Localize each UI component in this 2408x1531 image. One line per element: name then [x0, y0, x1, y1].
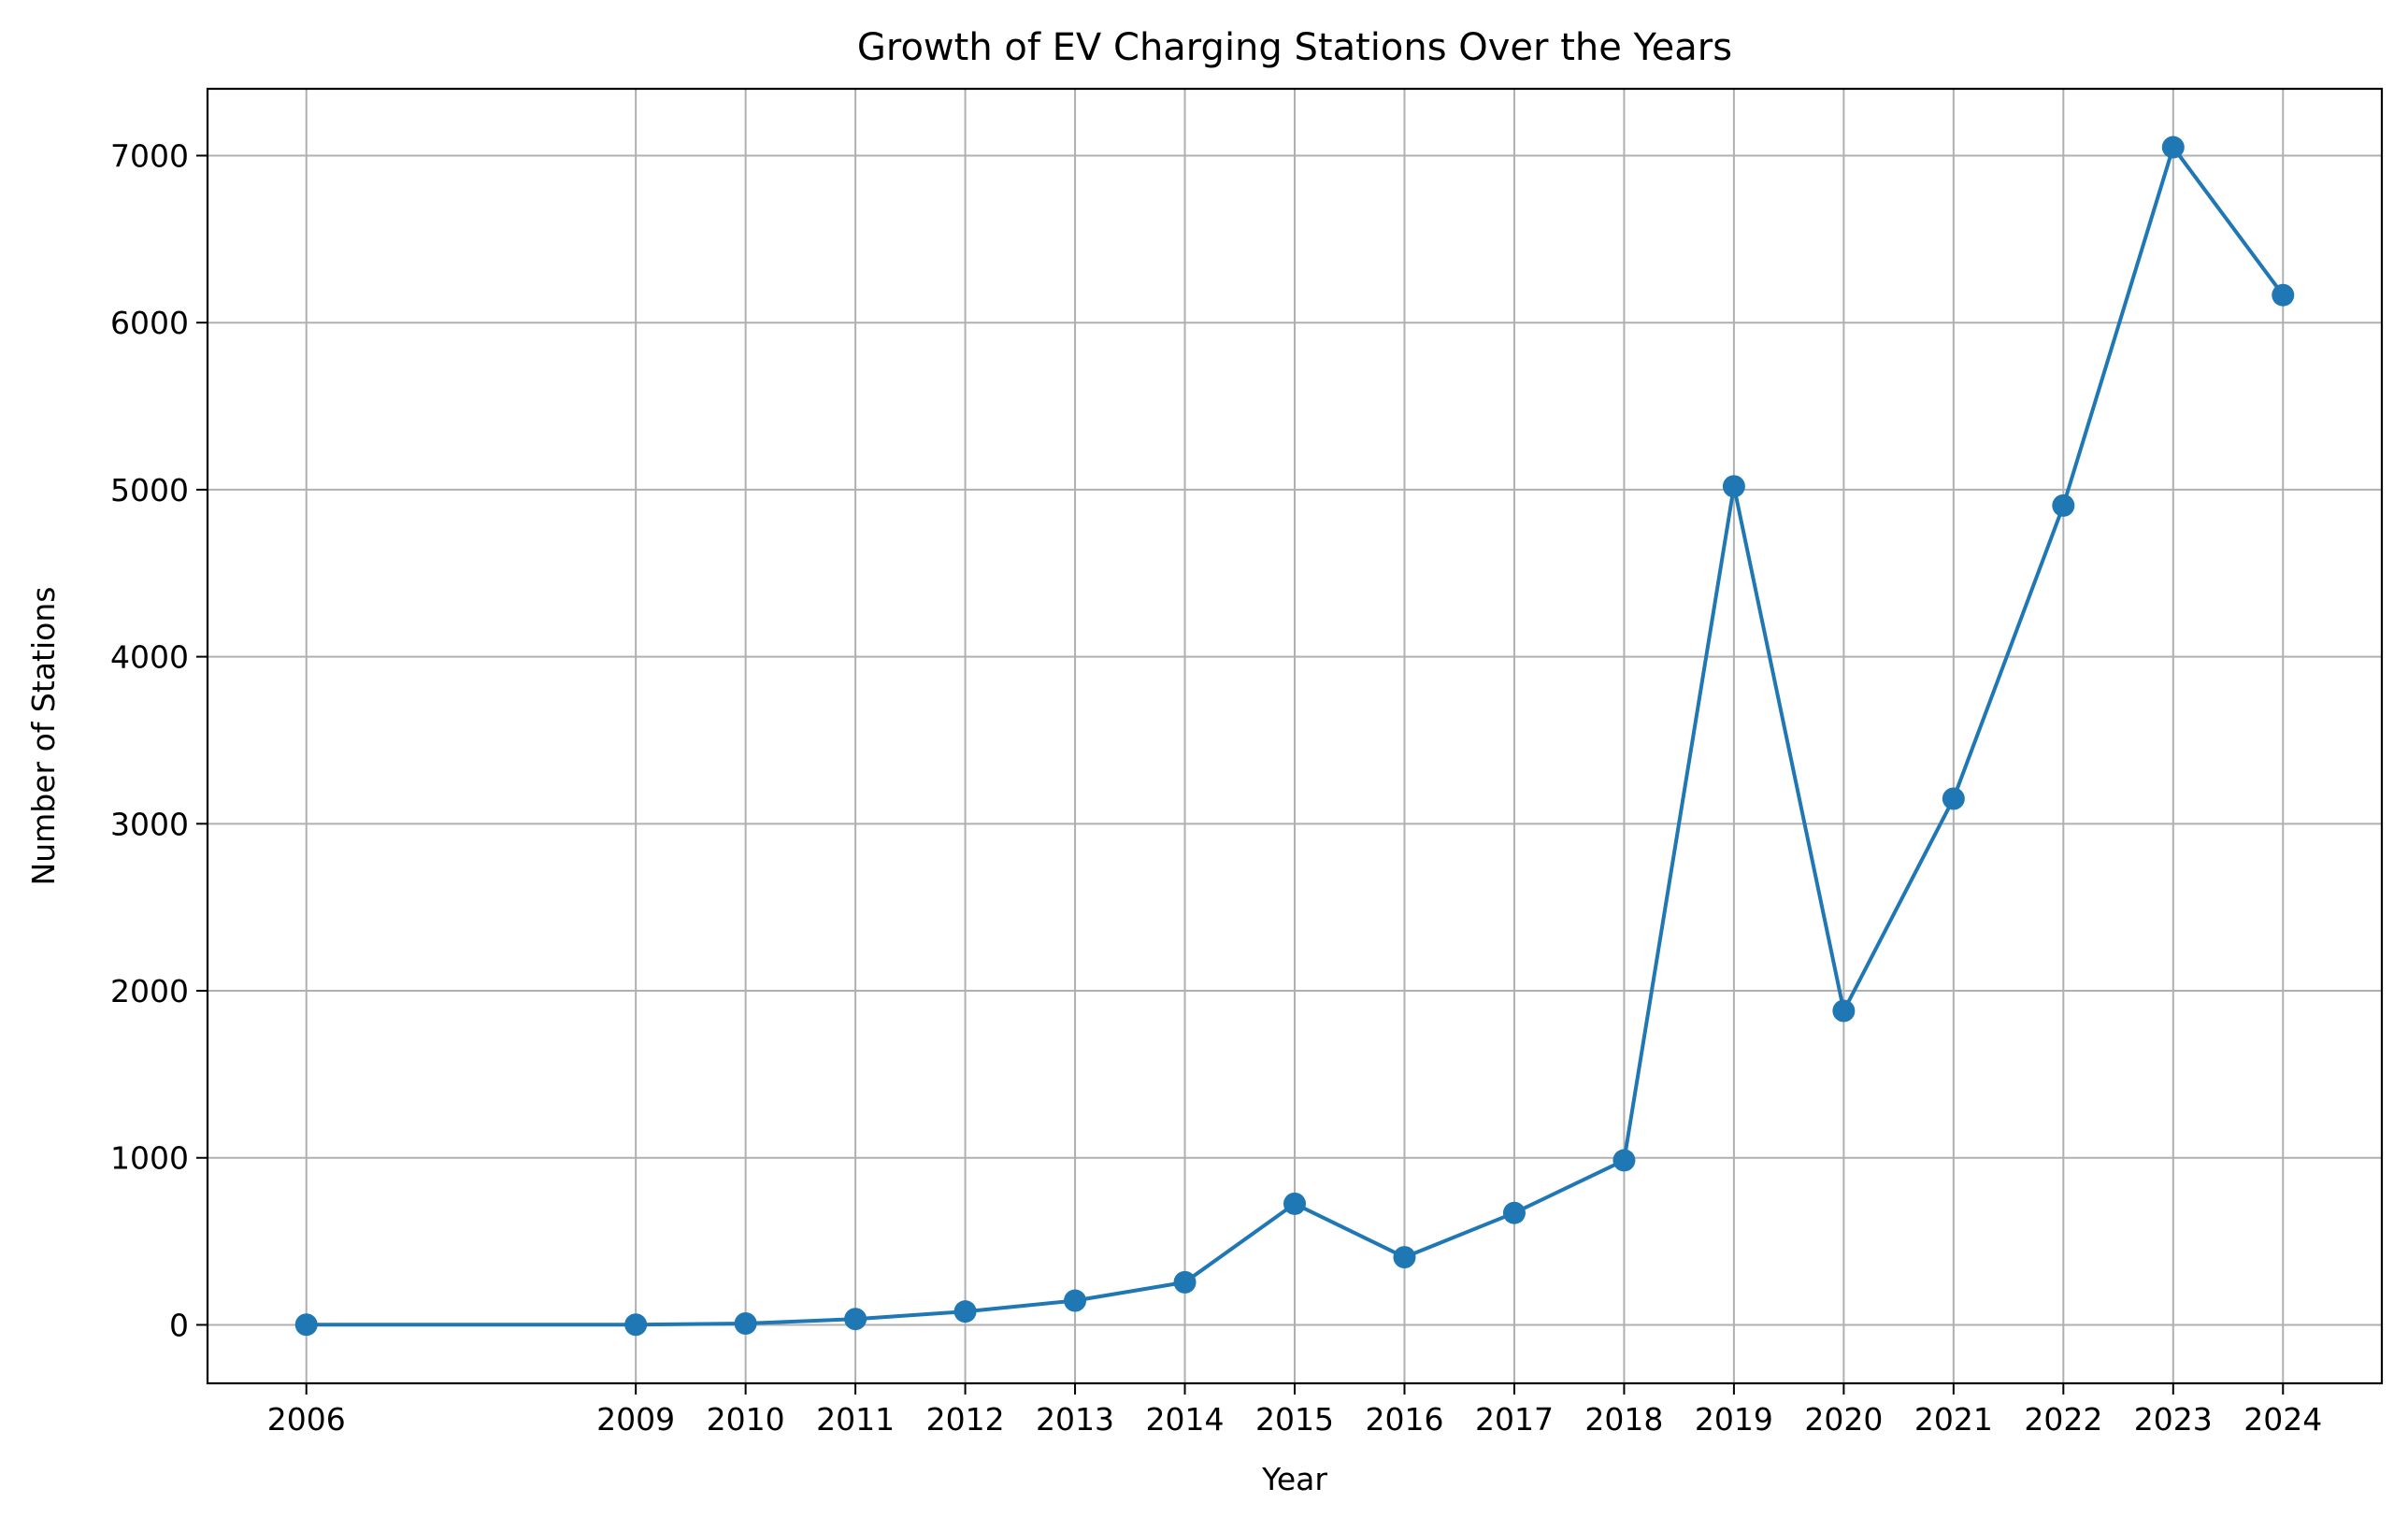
x-axis-label: Year: [1261, 1461, 1327, 1497]
y-tick-label: 5000: [110, 472, 189, 508]
x-tick-label: 2010: [707, 1401, 785, 1438]
x-tick-label: 2014: [1146, 1401, 1225, 1438]
data-point: [1722, 475, 1745, 498]
y-tick-label: 1000: [110, 1140, 189, 1177]
x-tick-label: 2006: [267, 1401, 346, 1438]
data-point: [734, 1312, 757, 1336]
x-tick-label: 2021: [1914, 1401, 1993, 1438]
y-tick-label: 6000: [110, 305, 189, 341]
y-tick-label: 7000: [110, 137, 189, 174]
x-tick-label: 2015: [1255, 1401, 1334, 1438]
x-tick-label: 2009: [596, 1401, 675, 1438]
data-point: [1832, 999, 1856, 1023]
data-point: [1173, 1270, 1197, 1294]
data-point: [844, 1308, 867, 1331]
x-tick-label: 2020: [1804, 1401, 1883, 1438]
data-point: [953, 1300, 977, 1324]
data-series: [294, 136, 2295, 1337]
y-tick-label: 3000: [110, 806, 189, 842]
data-point: [1502, 1201, 1526, 1224]
chart-title: Growth of EV Charging Stations Over the …: [857, 26, 1732, 69]
grid-lines: [208, 89, 2382, 1383]
x-tick-label: 2018: [1584, 1401, 1663, 1438]
data-point: [294, 1313, 318, 1337]
x-tick-label: 2022: [2024, 1401, 2102, 1438]
y-axis-label: Number of Stations: [25, 587, 62, 886]
x-tick-label: 2024: [2243, 1401, 2322, 1438]
data-point: [1283, 1192, 1306, 1215]
x-tick-label: 2012: [926, 1401, 1005, 1438]
data-point: [1942, 787, 1965, 810]
y-tick-label: 2000: [110, 973, 189, 1009]
data-point: [2272, 283, 2295, 307]
data-point: [2052, 494, 2075, 517]
x-tick-label: 2011: [816, 1401, 895, 1438]
y-tick-label: 0: [169, 1307, 189, 1343]
x-tick-label: 2023: [2134, 1401, 2213, 1438]
x-tick-label: 2019: [1695, 1401, 1773, 1438]
x-tick-label: 2017: [1475, 1401, 1554, 1438]
data-point: [1612, 1149, 1636, 1172]
data-point: [1064, 1289, 1087, 1312]
data-point: [1393, 1246, 1416, 1269]
data-point: [624, 1313, 648, 1337]
x-tick-label: 2013: [1036, 1401, 1114, 1438]
x-tick-label: 2016: [1365, 1401, 1443, 1438]
axis-ticks: 2006 2009 2010 2011 2012 2013 2014 2015 2016 2017…: [110, 137, 2322, 1438]
y-tick-label: 4000: [110, 639, 189, 676]
data-point: [2161, 136, 2185, 159]
